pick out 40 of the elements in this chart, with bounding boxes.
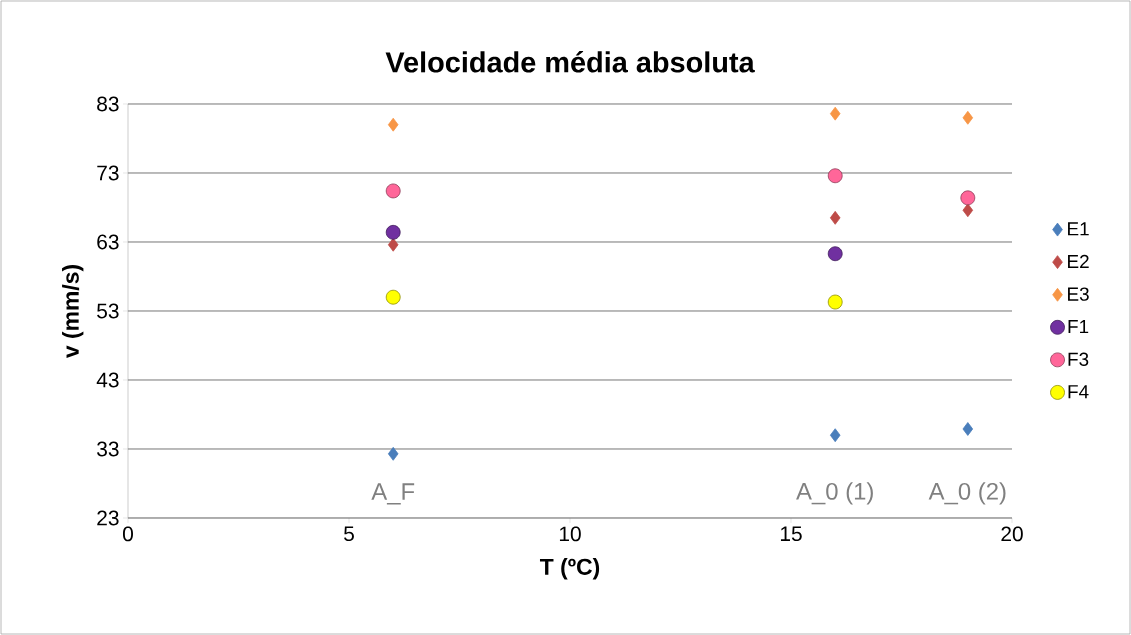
point [387, 117, 399, 132]
x-tick-label: 10 [559, 526, 581, 542]
legend-label: F1 [1068, 320, 1089, 334]
x-tick-label: 5 [344, 526, 354, 542]
y-tick-label: 33 [97, 441, 119, 457]
x-tick-label: 0 [122, 526, 133, 542]
y-tick-label: 73 [97, 165, 119, 181]
annotation: A_F [371, 483, 415, 505]
point [962, 203, 974, 218]
point [385, 289, 401, 305]
annotation: A_0 (2) [928, 482, 1006, 505]
y-axis-title: v (mm/s) [62, 265, 84, 359]
legend-label: F3 [1068, 352, 1089, 366]
point [829, 428, 841, 443]
legend-label: E3 [1068, 287, 1089, 301]
point [829, 210, 841, 225]
y-tick-label: 23 [97, 510, 119, 526]
y-tick-label: 53 [97, 303, 119, 319]
point [387, 237, 399, 252]
legend-label: E1 [1068, 222, 1089, 236]
point [827, 246, 843, 262]
x-tick-label: 20 [1001, 526, 1023, 542]
point [385, 224, 401, 240]
point [962, 422, 974, 436]
x-axis-title: T (ºC) [539, 558, 600, 580]
chart-title: Velocidade média absoluta [385, 51, 755, 73]
annotation: A_0 (1) [796, 482, 873, 505]
x-tick-label: 15 [780, 526, 802, 542]
point [829, 106, 841, 121]
point [827, 168, 843, 184]
point [827, 294, 843, 310]
y-tick-label: 63 [97, 234, 119, 250]
point [962, 110, 974, 125]
y-tick-label: 43 [96, 372, 119, 388]
legend-label: E2 [1068, 254, 1089, 268]
point [385, 183, 401, 199]
point [960, 190, 976, 206]
point [387, 446, 399, 461]
legend-label: F4 [1068, 385, 1089, 399]
y-tick-label: 83 [97, 96, 119, 112]
